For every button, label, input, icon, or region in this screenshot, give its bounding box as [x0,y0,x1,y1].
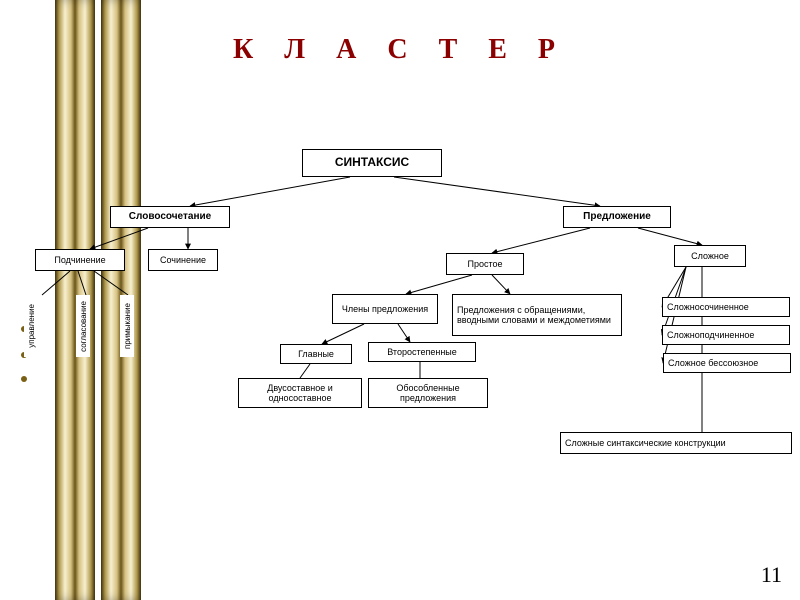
node-ssk: Сложные синтаксические конструкции [560,432,792,454]
node-ssoch: Сложносочиненное [662,297,790,317]
vnode-primykanie: примыкание [120,295,134,357]
dot-3 [21,376,27,382]
node-sochinenie: Сочинение [148,249,218,271]
node-slovosochet: Словосочетание [110,206,230,228]
node-podchinenie: Подчинение [35,249,125,271]
node-predlozhenie: Предложение [563,206,671,228]
vnode-soglasovanie: согласование [76,295,90,357]
node-bessoyuz: Сложное бессоюзное [663,353,791,373]
node-obosobl: Обособленные предложения [368,378,488,408]
node-chleny: Члены предложения [332,294,438,324]
node-obrash: Предложения с обращениями, вводными слов… [452,294,622,336]
node-vtoro: Второстепенные [368,342,476,362]
slide-title: К Л А С Т Е Р [0,34,800,66]
node-dvusost: Двусоставное и односоставное [238,378,362,408]
node-prostoe: Простое [446,253,524,275]
node-spodch: Сложноподчиненное [662,325,790,345]
node-syntax: СИНТАКСИС [302,149,442,177]
node-slozhnoe: Сложное [674,245,746,267]
node-glavnye: Главные [280,344,352,364]
page-number: 11 [761,562,782,588]
vnode-upravlenie: управление [24,295,38,357]
